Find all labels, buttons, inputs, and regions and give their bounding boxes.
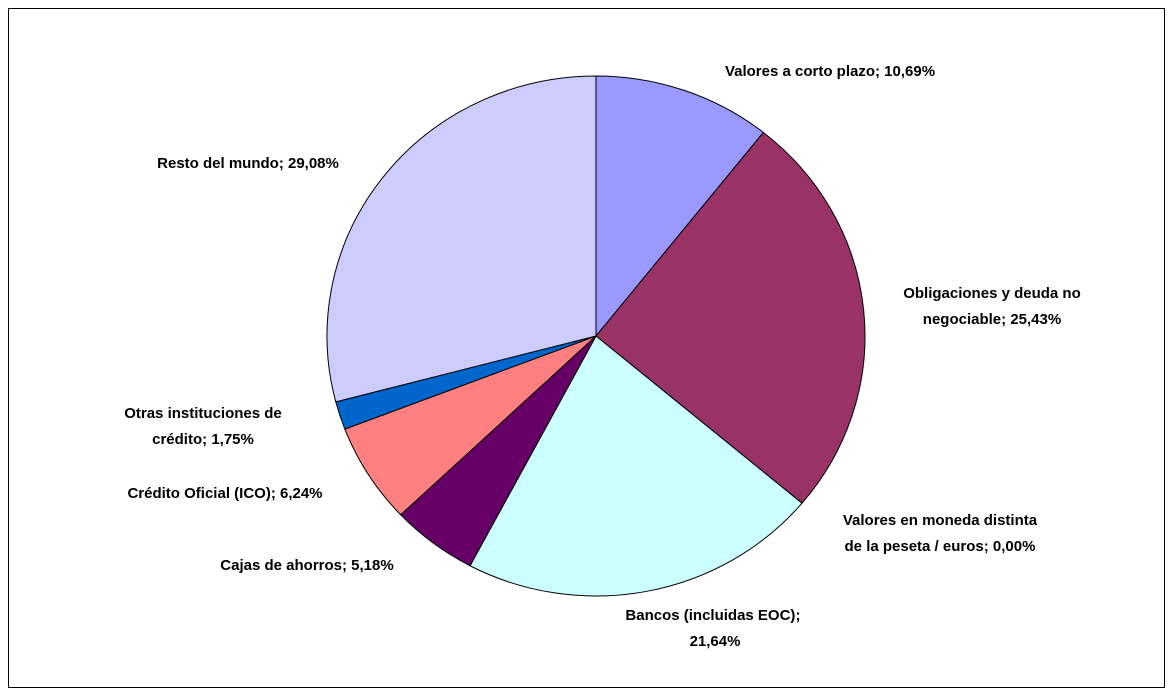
label-separator: ; <box>875 63 884 80</box>
slice-value-label: 0,00% <box>993 538 1036 555</box>
label-line: negociable <box>923 311 1001 328</box>
pie-slice <box>595 131 866 504</box>
slice-label-category: Valores a corto plazo <box>725 63 875 80</box>
slice-value-label: 21,64% <box>690 633 741 650</box>
slice-label: Otras instituciones de crédito; 1,75% <box>124 405 282 448</box>
slice-label: Valores a corto plazo; 10,69% <box>725 63 935 80</box>
label-separator: ; <box>279 155 288 172</box>
slice-value-label: 5,18% <box>351 557 394 574</box>
slice-label: Valores en moneda distinta de la peseta /… <box>843 512 1038 555</box>
slice-value-label: 29,08% <box>288 155 339 172</box>
pie-slice <box>469 335 803 597</box>
slice-label: Resto del mundo; 29,08% <box>157 155 339 172</box>
slice-label: Crédito Oficial (ICO); 6,24% <box>127 485 322 502</box>
slice-label-category: Cajas de ahorros <box>220 557 342 574</box>
label-separator: ; <box>795 607 804 624</box>
label-separator: ; <box>271 485 280 502</box>
slice-value-label: 10,69% <box>884 63 935 80</box>
slice-label: Obligaciones y deuda no negociable; 25,43… <box>903 285 1081 328</box>
label-separator: ; <box>202 431 211 448</box>
pie-slice <box>595 75 765 338</box>
label-line: crédito <box>152 431 202 448</box>
label-separator: ; <box>1001 311 1010 328</box>
slice-label-category: Otras instituciones de crédito <box>124 405 282 448</box>
slice-value-label: 6,24% <box>280 485 323 502</box>
slice-label-category: Bancos (incluidas EOC) <box>625 607 795 624</box>
slice-value-label: 1,75% <box>211 431 254 448</box>
slice-label-category: Valores en moneda distinta de la peseta /… <box>843 512 1038 555</box>
label-line: Valores en moneda distinta <box>843 512 1038 529</box>
slice-value-label: 25,43% <box>1010 311 1061 328</box>
pie-slice <box>326 75 597 403</box>
label-line: Otras instituciones de <box>124 405 282 422</box>
label-line: de la peseta / euros <box>845 538 984 555</box>
slice-label: Bancos (incluidas EOC); 21,64% <box>625 607 804 650</box>
label-separator: ; <box>342 557 351 574</box>
slice-label-category: Obligaciones y deuda no negociable <box>903 285 1081 328</box>
slice-label-category: Crédito Oficial (ICO) <box>127 485 270 502</box>
slice-label-category: Resto del mundo <box>157 155 279 172</box>
slice-label: Cajas de ahorros; 5,18% <box>220 557 393 574</box>
label-line: Obligaciones y deuda no <box>903 285 1081 302</box>
label-separator: ; <box>984 538 993 555</box>
